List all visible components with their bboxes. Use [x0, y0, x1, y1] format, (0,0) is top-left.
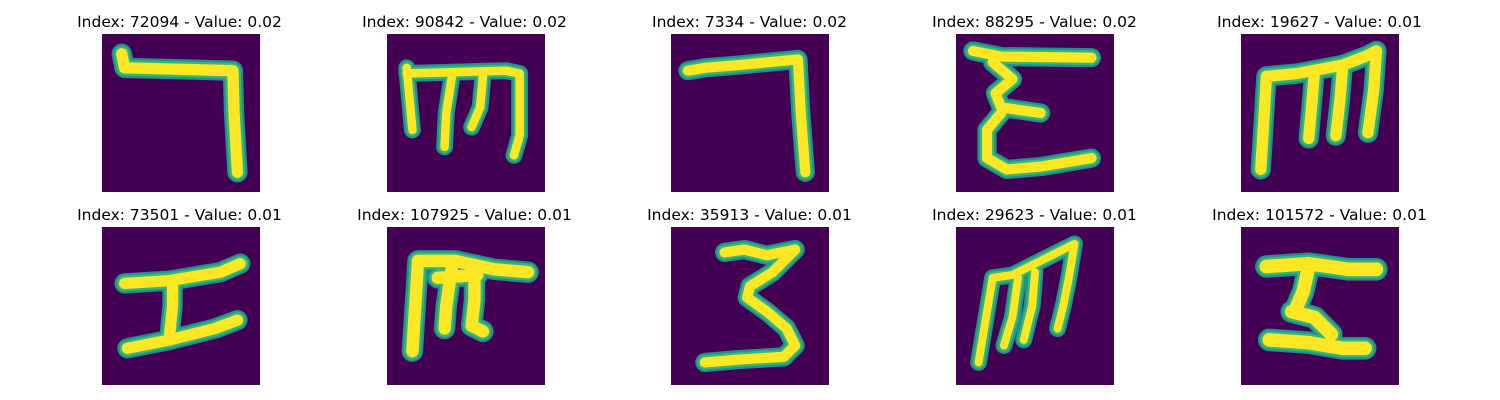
glyph-image [102, 34, 260, 192]
panel-title: Index: 72094 - Value: 0.02 [77, 13, 282, 31]
glyph-image [956, 227, 1114, 385]
glyph-image [387, 227, 545, 385]
panel-title: Index: 73501 - Value: 0.01 [77, 206, 282, 224]
panel-3: Index: 7334 - Value: 0.02 [607, 12, 892, 202]
panel-4: Index: 88295 - Value: 0.02 [892, 12, 1177, 202]
glyph-image [671, 227, 829, 385]
glyph-image [102, 227, 260, 385]
panel-title: Index: 35913 - Value: 0.01 [647, 206, 852, 224]
panel-1: Index: 72094 - Value: 0.02 [37, 12, 322, 202]
glyph-image [387, 34, 545, 192]
panel-title: Index: 19627 - Value: 0.01 [1217, 13, 1422, 31]
panel-2: Index: 90842 - Value: 0.02 [322, 12, 607, 202]
panel-title: Index: 90842 - Value: 0.02 [362, 13, 567, 31]
panel-9: Index: 29623 - Value: 0.01 [892, 205, 1177, 395]
panel-10: Index: 101572 - Value: 0.01 [1177, 205, 1462, 395]
panel-8: Index: 35913 - Value: 0.01 [607, 205, 892, 395]
glyph-image [671, 34, 829, 192]
panel-title: Index: 7334 - Value: 0.02 [652, 13, 847, 31]
panel-title: Index: 88295 - Value: 0.02 [932, 13, 1137, 31]
panel-title: Index: 101572 - Value: 0.01 [1212, 206, 1427, 224]
panel-title: Index: 107925 - Value: 0.01 [357, 206, 572, 224]
glyph-image [1241, 34, 1399, 192]
panel-title: Index: 29623 - Value: 0.01 [932, 206, 1137, 224]
panel-7: Index: 107925 - Value: 0.01 [322, 205, 607, 395]
panel-6: Index: 73501 - Value: 0.01 [37, 205, 322, 395]
glyph-image [956, 34, 1114, 192]
glyph-image [1241, 227, 1399, 385]
panel-5: Index: 19627 - Value: 0.01 [1177, 12, 1462, 202]
